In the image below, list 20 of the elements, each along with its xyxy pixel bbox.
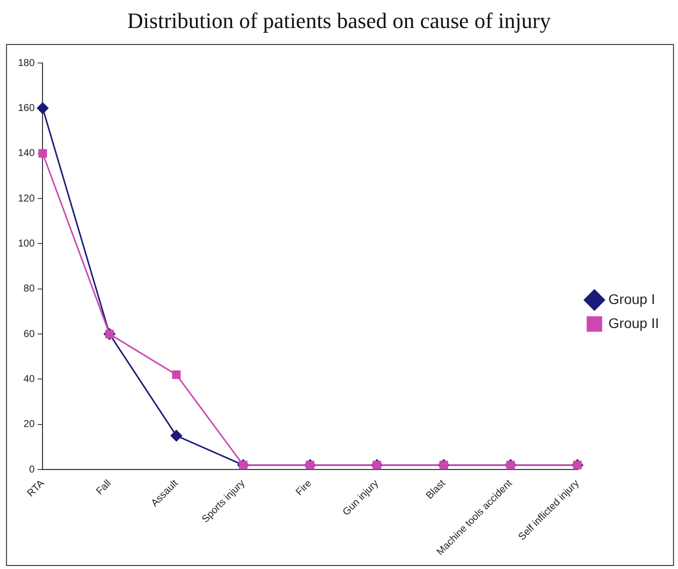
y-tick-label: 80	[24, 284, 36, 295]
point	[38, 149, 47, 158]
y-tick-label: 20	[24, 419, 36, 430]
y-tick-label: 180	[18, 58, 36, 69]
x-tick-label: Fall	[94, 478, 114, 498]
y-tick-label: 100	[18, 238, 36, 250]
point	[36, 102, 48, 114]
point	[170, 430, 182, 442]
x-tick-label: RTA	[25, 478, 47, 500]
y-tick-label: 0	[29, 464, 36, 476]
legend-label: Group II	[608, 314, 660, 331]
y-tick-label: 160	[18, 102, 36, 114]
y-tick-label: 140	[18, 148, 36, 160]
chart-title: Distribution of patients based on cause of injury	[126, 8, 552, 34]
y-tick-label: 40	[24, 374, 36, 385]
legend-label: Group I	[608, 290, 656, 307]
y-tick-label: 60	[24, 328, 36, 340]
y-tick-label: 120	[18, 193, 36, 204]
point	[172, 370, 181, 379]
x-tick-label: Fire	[294, 478, 314, 498]
